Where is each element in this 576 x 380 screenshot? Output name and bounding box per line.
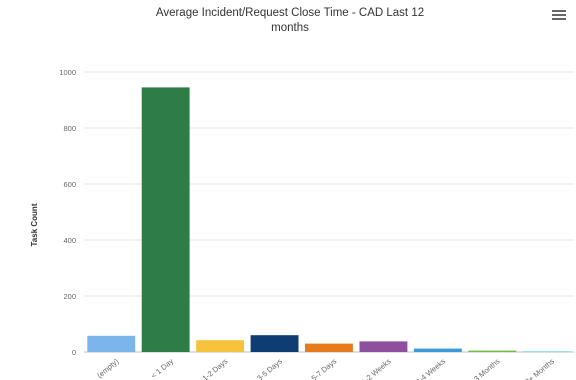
y-tick-label: 1000: [59, 68, 76, 77]
x-tick-label: 5-7 Days: [310, 356, 339, 380]
x-tick-label: 2-4 Weeks: [414, 356, 447, 380]
menu-line: [552, 18, 566, 20]
bars: [87, 87, 571, 353]
y-tick-label: 200: [63, 292, 76, 301]
bar[interactable]: [305, 343, 353, 352]
x-tick-label: 1-3 Months: [467, 356, 502, 380]
bar[interactable]: [359, 341, 408, 352]
y-axis-ticks: 0 200 400 600 800 1000: [59, 68, 76, 357]
hamburger-menu-icon[interactable]: [552, 8, 566, 22]
x-tick-label: 1-2 Weeks: [360, 356, 393, 380]
x-tick-label: 1-2 Days: [201, 356, 230, 380]
bar[interactable]: [250, 335, 299, 352]
y-tick-label: 600: [63, 180, 76, 189]
chart-title-line-2: months: [271, 22, 309, 34]
bar[interactable]: [87, 335, 136, 352]
x-tick-label: < 1 Day: [149, 356, 175, 380]
chart-title: Average Incident/Request Close Time - CA…: [140, 6, 440, 36]
y-axis-title: Task Count: [30, 203, 39, 246]
y-tick-label: 0: [72, 348, 76, 357]
bar[interactable]: [196, 340, 245, 352]
x-axis-ticks: (empty) < 1 Day 1-2 Days 3-5 Days 5-7 Days 1-…: [95, 356, 556, 380]
x-tick-label: (empty): [95, 356, 121, 380]
x-tick-label: 3+ Months: [523, 356, 556, 380]
menu-line: [552, 14, 566, 16]
bar[interactable]: [413, 348, 462, 352]
y-tick-label: 400: [63, 236, 76, 245]
chart-title-line-1: Average Incident/Request Close Time - CA…: [155, 7, 425, 19]
bar[interactable]: [141, 87, 190, 353]
bar[interactable]: [522, 351, 571, 353]
y-tick-label: 800: [63, 124, 76, 133]
menu-line: [552, 10, 566, 12]
x-tick-label: 3-5 Days: [255, 356, 284, 380]
bar[interactable]: [468, 350, 517, 352]
